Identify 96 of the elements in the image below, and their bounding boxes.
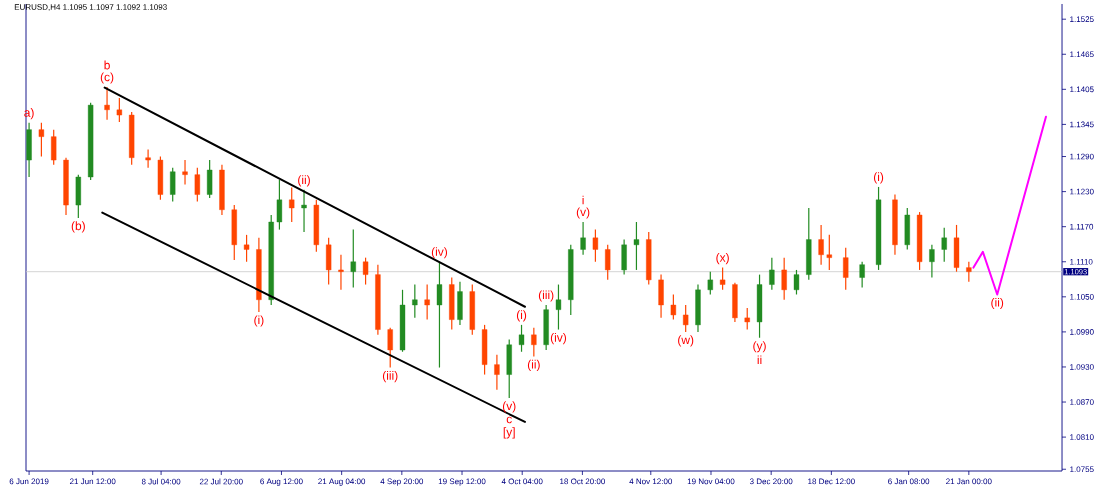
candlestick: [494, 354, 500, 391]
annotation: (y): [753, 341, 766, 353]
candlestick: [843, 247, 849, 291]
candlestick: [826, 234, 832, 271]
y-tick-label: 1.0990: [1070, 329, 1094, 335]
candlestick: [744, 307, 750, 331]
x-tick-label: 21 Jun 12:00: [69, 478, 116, 485]
candlestick: [38, 122, 45, 158]
y-tick-label: 1.1345: [1070, 121, 1094, 128]
candlestick: [182, 159, 188, 186]
x-tick-label: 21 Aug 04:00: [318, 478, 366, 486]
candlestick: [670, 293, 677, 321]
x-tick-label: 3 Dec 20:00: [749, 478, 793, 485]
x-tick-label: 18 Dec 12:00: [808, 478, 855, 485]
x-tick-label: 4 Oct 04:00: [501, 478, 543, 485]
x-tick-label: 8 Jul 04:00: [141, 478, 181, 485]
candlestick: [683, 304, 689, 333]
candlestick: [605, 244, 611, 281]
candlestick: [276, 179, 283, 231]
x-tick-label: 6 Jan 08:00: [888, 478, 930, 485]
annotation: (i): [873, 172, 884, 184]
y-tick-label: 1.1230: [1070, 188, 1094, 195]
y-tick-label: 1.0930: [1070, 364, 1094, 370]
annotation: (iii): [538, 290, 554, 302]
x-tick-label: 18 Oct 20:00: [560, 478, 605, 485]
annotation: a): [24, 108, 34, 120]
x-tick-label: 6 Aug 12:00: [260, 478, 303, 486]
annotation: (ii): [991, 297, 1004, 310]
candlestick: [289, 186, 295, 223]
candlestick: [170, 167, 176, 203]
candlestick: [350, 229, 356, 289]
candlestick: [633, 221, 640, 271]
chart-title: EURUSD,H4 1.1095 1.1097 1.1092 1.1093: [14, 4, 167, 11]
candlestick: [580, 221, 586, 256]
candlestick: [769, 257, 775, 291]
candlestick: [51, 129, 57, 166]
candlestick: [592, 229, 599, 263]
y-tick-label: 1.0810: [1070, 434, 1094, 440]
y-tick-label: 1.0755: [1070, 466, 1094, 473]
y-tick-label: 1.1290: [1070, 153, 1094, 160]
y-tick-label: 1.1525: [1070, 16, 1094, 23]
candlestick: [781, 257, 787, 301]
candlestick: [104, 86, 110, 121]
x-tick-label: 6 Jun 2019: [9, 478, 49, 485]
x-tick-label: 22 Jul 20:00: [199, 478, 243, 485]
candlestick: [518, 324, 525, 353]
annotation: ii: [757, 355, 762, 365]
candlestick: [387, 327, 393, 369]
annotation: (iv): [550, 332, 567, 345]
candlestick: [555, 283, 562, 331]
candlestick: [859, 261, 865, 289]
candlestick: [338, 254, 344, 291]
x-tick-label: 21 Jan 00:00: [946, 478, 992, 485]
annotation: [y]: [503, 427, 515, 439]
x-tick-label: 19 Nov 04:00: [687, 478, 735, 485]
annotation: (v): [576, 207, 590, 219]
candlestick: [818, 224, 824, 266]
annotation: (b): [71, 221, 85, 233]
candlestick: [424, 283, 430, 321]
y-tick-label: 1.0870: [1070, 399, 1094, 405]
candlestick: [362, 257, 369, 286]
candlestick: [436, 261, 443, 369]
annotation: (i): [516, 310, 527, 322]
annotation: (x): [716, 253, 729, 265]
annotation: c: [506, 416, 512, 424]
candlestick: [929, 244, 935, 279]
candlestick: [966, 261, 972, 283]
candlestick: [941, 227, 947, 263]
x-tick-label: 4 Nov 12:00: [629, 478, 673, 485]
candlestick: [707, 271, 713, 296]
candlestick: [145, 148, 151, 169]
annotation: (ii): [527, 359, 540, 372]
annotation: i: [582, 195, 584, 205]
annotation: (iii): [382, 370, 398, 383]
annotation: (i): [254, 315, 264, 327]
candlestick: [243, 234, 250, 263]
candlestick: [412, 283, 418, 319]
y-tick-label: 1.1050: [1070, 293, 1094, 300]
annotation: (ii): [298, 175, 310, 187]
candlestick: [194, 167, 200, 203]
y-tick-label: 1.1170: [1070, 223, 1094, 230]
annotation: (w): [678, 335, 694, 347]
candlestick: [719, 267, 726, 291]
y-tick-label: 1.1465: [1070, 51, 1094, 58]
candlestick: [301, 189, 307, 233]
candlestick: [793, 269, 800, 296]
annotation: (v): [502, 401, 516, 413]
x-tick-label: 4 Sep 20:00: [380, 478, 424, 486]
y-tick-label: 1.1405: [1070, 86, 1094, 93]
annotation: b: [104, 60, 110, 70]
candlestick: [531, 327, 537, 358]
y-tick-label: 1.1110: [1070, 258, 1093, 265]
annotation: (c): [100, 72, 114, 84]
annotation: (iv): [431, 247, 448, 259]
x-tick-label: 19 Sep 12:00: [438, 478, 486, 486]
candlestick: [116, 97, 123, 123]
